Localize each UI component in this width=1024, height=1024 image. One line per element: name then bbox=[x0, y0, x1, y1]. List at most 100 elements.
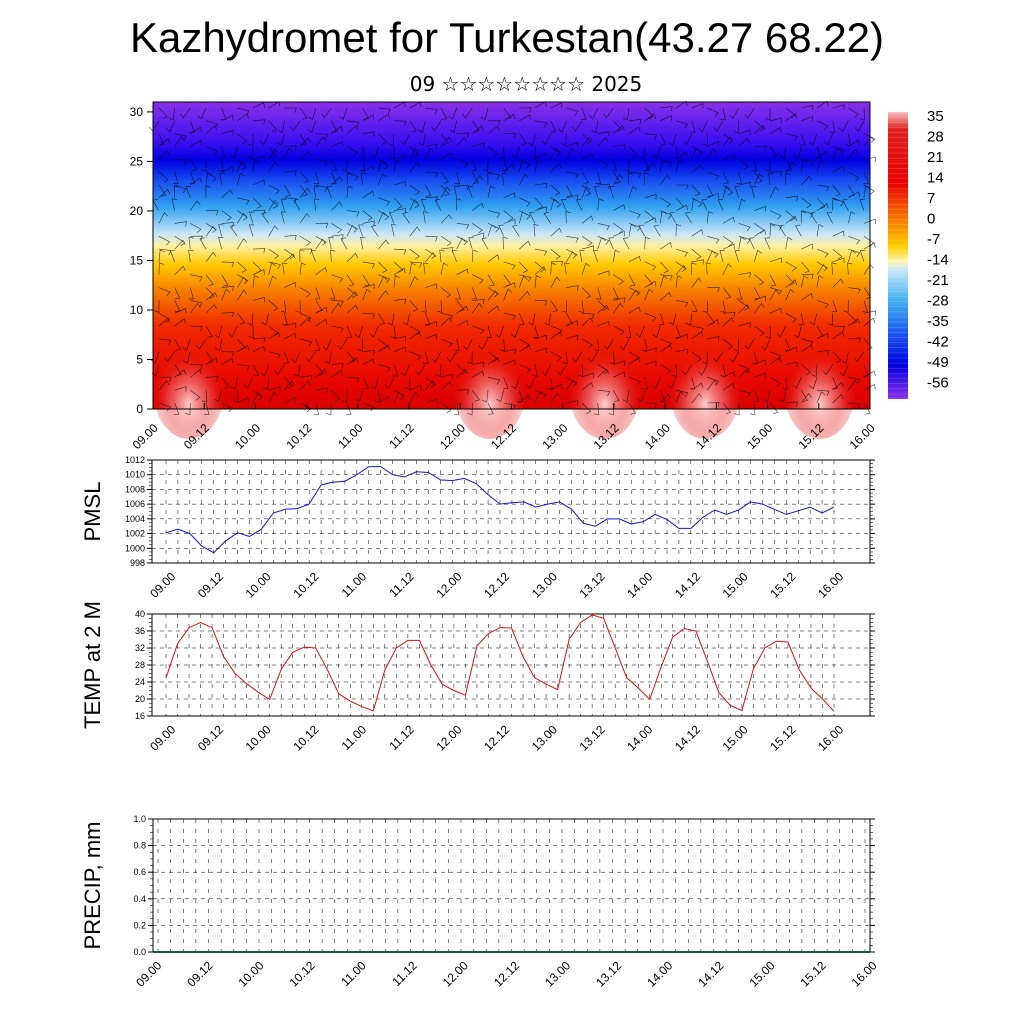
wind-barb bbox=[801, 175, 813, 186]
wind-barb bbox=[566, 334, 579, 341]
wind-barb bbox=[329, 287, 336, 300]
wind-barb bbox=[268, 325, 279, 337]
wind-barb bbox=[182, 338, 191, 351]
wind-barb bbox=[425, 107, 438, 115]
wind-barb bbox=[370, 377, 379, 390]
wind-barb bbox=[346, 325, 353, 338]
wind-barb bbox=[337, 338, 348, 350]
y-tick-label: 998 bbox=[130, 558, 145, 568]
x-tick-label: 12.12 bbox=[481, 569, 512, 600]
wind-barb bbox=[519, 344, 531, 352]
wind-barb bbox=[816, 160, 825, 173]
wind-barb bbox=[566, 285, 579, 291]
wind-barb bbox=[534, 159, 542, 173]
wind-barb bbox=[293, 198, 301, 211]
wind-barb bbox=[284, 332, 296, 340]
wind-barb bbox=[738, 236, 751, 244]
wind-barb bbox=[671, 364, 678, 377]
wind-barb bbox=[603, 107, 614, 119]
wind-barb bbox=[456, 132, 469, 138]
wind-barb bbox=[454, 172, 460, 185]
wind-barb bbox=[252, 197, 262, 209]
wind-barb bbox=[863, 185, 871, 198]
wind-barb bbox=[843, 300, 849, 313]
wind-barb bbox=[722, 236, 734, 247]
wind-barb bbox=[801, 344, 813, 352]
wind-barb bbox=[174, 221, 187, 227]
wind-barb bbox=[566, 251, 577, 263]
wind-barb bbox=[815, 146, 822, 159]
wind-barb bbox=[637, 390, 645, 403]
wind-barb bbox=[863, 338, 873, 351]
wind-barb bbox=[785, 274, 795, 286]
wind-barb bbox=[675, 300, 689, 308]
wind-barb bbox=[534, 153, 547, 160]
wind-barb bbox=[754, 295, 766, 302]
wind-barb bbox=[660, 106, 673, 112]
wind-barb bbox=[863, 287, 872, 300]
wind-barb bbox=[736, 172, 742, 185]
wind-barb bbox=[512, 224, 520, 237]
wind-barb bbox=[863, 133, 876, 143]
wind-barb bbox=[313, 198, 320, 211]
wind-barb bbox=[158, 262, 165, 275]
wind-barb bbox=[252, 119, 266, 125]
wind-barb bbox=[550, 120, 557, 133]
wind-barb bbox=[425, 252, 436, 263]
wind-barb bbox=[252, 159, 260, 173]
wind-barb bbox=[779, 146, 786, 159]
x-tick-label: 15.12 bbox=[767, 569, 798, 600]
wind-barb bbox=[816, 120, 829, 130]
wind-barb bbox=[801, 159, 814, 166]
wind-barb bbox=[418, 133, 426, 146]
y-tick-label: 16 bbox=[135, 711, 145, 721]
wind-barb bbox=[832, 230, 845, 237]
wind-barb bbox=[328, 237, 334, 250]
wind-barb bbox=[425, 171, 438, 178]
y-axis-label: TEMP at 2 M bbox=[80, 601, 105, 729]
wind-barb bbox=[472, 299, 485, 305]
wind-barb bbox=[315, 306, 328, 314]
wind-barb bbox=[346, 291, 358, 301]
y-tick-label: 0 bbox=[136, 402, 143, 416]
color-bar-label: 7 bbox=[927, 190, 935, 207]
wind-barb bbox=[534, 182, 548, 189]
wind-barb bbox=[354, 325, 363, 338]
wind-barb bbox=[331, 201, 343, 211]
wind-barb bbox=[487, 254, 500, 263]
wind-barb bbox=[801, 275, 809, 288]
wind-barb bbox=[564, 262, 570, 275]
wind-barb bbox=[722, 136, 734, 147]
x-tick-label: 14.00 bbox=[644, 958, 675, 989]
wind-barb bbox=[462, 107, 473, 119]
wind-barb bbox=[205, 223, 217, 234]
wind-barb bbox=[848, 337, 861, 343]
wind-barb bbox=[613, 302, 624, 314]
wind-barb bbox=[848, 377, 861, 385]
wind-barb bbox=[393, 275, 400, 288]
wind-barb bbox=[832, 104, 845, 110]
wind-barb bbox=[261, 211, 269, 224]
wind-barb bbox=[154, 300, 160, 313]
color-bar-label: 14 bbox=[927, 170, 944, 187]
wind-barb bbox=[839, 120, 849, 132]
wind-barb bbox=[205, 185, 211, 198]
wind-barb bbox=[480, 107, 489, 121]
wind-barb bbox=[321, 107, 332, 119]
wind-barb bbox=[738, 364, 751, 374]
wind-barb bbox=[378, 239, 389, 250]
wind-barb bbox=[769, 289, 780, 301]
wind-barb bbox=[754, 205, 766, 212]
wind-barb bbox=[346, 304, 359, 314]
wind-barb bbox=[174, 136, 185, 147]
wind-barb bbox=[252, 337, 266, 343]
wind-barb bbox=[203, 402, 210, 415]
wind-barb bbox=[785, 401, 798, 407]
wind-barb bbox=[519, 290, 531, 301]
wind-barb bbox=[660, 242, 672, 250]
wind-barb bbox=[341, 390, 348, 403]
wind-barb bbox=[268, 225, 279, 237]
wind-barb bbox=[393, 159, 401, 173]
wind-barb bbox=[174, 184, 187, 194]
wind-barb bbox=[785, 210, 796, 222]
